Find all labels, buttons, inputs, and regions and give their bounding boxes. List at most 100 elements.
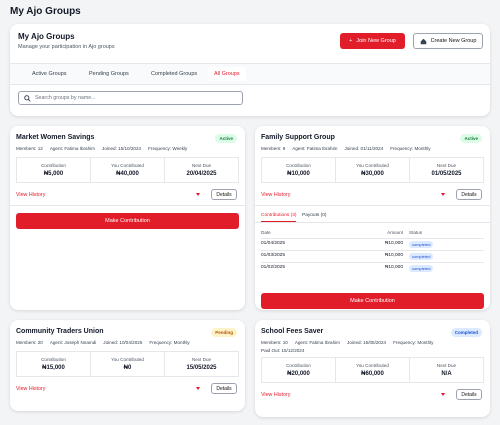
history-tab[interactable]: Contributions (3): [261, 213, 297, 222]
status-badge: Active: [460, 134, 482, 143]
group-card: Community Traders Union Pending Members: 2…: [10, 320, 245, 411]
make-contribution-button[interactable]: Make Contribution: [261, 293, 484, 309]
group-meta: Members: 10 Agent: Fatima Ibrahim Joined: …: [261, 340, 466, 353]
view-history-link[interactable]: View History: [16, 192, 46, 198]
stat: Next Due 15/05/2025: [165, 352, 238, 376]
stat-label: Contribution: [41, 357, 66, 362]
status-badge: Completed: [450, 328, 482, 337]
meta-item: Joined: 10/04/2025: [103, 340, 143, 345]
details-button[interactable]: Details: [456, 189, 482, 200]
stat: Contribution ₦10,000: [262, 158, 336, 182]
stat-value: ₦5,000: [43, 171, 64, 177]
stat-label: Next Due: [436, 163, 457, 168]
stat: You Contributed ₦60,000: [336, 358, 410, 382]
table-cell: ₦10,000: [384, 241, 403, 246]
table-cell: ₦10,000: [384, 265, 403, 270]
stat: Next Due N/A: [410, 358, 483, 382]
divider: [255, 205, 490, 206]
stat-label: You Contributed: [356, 363, 389, 368]
stat-value: N/A: [441, 371, 452, 377]
stat-label: You Contributed: [111, 357, 144, 362]
details-button[interactable]: Details: [211, 189, 237, 200]
filter-tab[interactable]: Completed Groups: [151, 71, 198, 77]
stat-label: Next Due: [436, 363, 457, 368]
make-contribution-button[interactable]: Make Contribution: [16, 213, 239, 229]
stats-box: Contribution ₦10,000 You Contributed ₦30,00…: [261, 157, 484, 183]
group-card: School Fees Saver Completed Members: 10 Age…: [255, 320, 490, 417]
stat-value: ₦60,000: [361, 371, 384, 377]
stat-label: Contribution: [286, 163, 311, 168]
plus-icon: +: [349, 38, 353, 44]
stat: You Contributed ₦0: [91, 352, 165, 376]
status-badge: Active: [215, 134, 237, 143]
filter-tab[interactable]: Pending Groups: [89, 71, 129, 77]
group-name: School Fees Saver: [261, 328, 324, 335]
filter-tab[interactable]: All Groups: [208, 67, 246, 81]
group-card: Family Support Group Active Members: 8 Agen…: [255, 126, 490, 310]
view-history-link[interactable]: View History: [16, 386, 46, 392]
join-button[interactable]: + Join New Group: [340, 33, 405, 49]
header-title: My Ajo Groups: [18, 32, 75, 41]
table-header: Date: [261, 230, 271, 235]
stat: Contribution ₦5,000: [17, 158, 91, 182]
meta-item: Frequency: Monthly: [393, 340, 434, 345]
search-placeholder: Search groups by name...: [35, 95, 96, 101]
home-icon: [420, 38, 426, 44]
header-card: My Ajo Groups Manage your participation …: [10, 24, 490, 116]
status-badge: Pending: [211, 328, 237, 337]
details-button[interactable]: Details: [211, 383, 237, 394]
meta-item: Members: 20: [16, 340, 43, 345]
create-button[interactable]: Create New Group: [413, 33, 483, 49]
table-header: Amount: [387, 230, 403, 235]
stat-value: ₦40,000: [116, 171, 139, 177]
stat: Contribution ₦20,000: [262, 358, 336, 382]
filter-tab[interactable]: Active Groups: [32, 71, 67, 77]
details-button[interactable]: Details: [456, 389, 482, 400]
group-card: Market Women Savings Active Members: 12 Age…: [10, 126, 245, 310]
meta-item: Frequency: Monthly: [390, 146, 431, 151]
stats-box: Contribution ₦5,000 You Contributed ₦40,000…: [16, 157, 239, 183]
row-divider: [261, 250, 484, 251]
meta-item: Paid Out: 15/12/2024: [261, 348, 305, 353]
create-label: Create New Group: [430, 38, 477, 44]
stat: Contribution ₦15,000: [17, 352, 91, 376]
stat: You Contributed ₦40,000: [91, 158, 165, 182]
stat: You Contributed ₦30,000: [336, 158, 410, 182]
search-icon: [24, 94, 31, 102]
status-pill: completed: [409, 241, 434, 248]
status-pill: completed: [409, 253, 434, 260]
meta-item: Agent: Fatima Ibrahim: [292, 146, 338, 151]
group-meta: Members: 12 Agent: Fatima Ibrahim Joined: …: [16, 146, 221, 151]
stat-value: 01/05/2025: [431, 171, 462, 177]
divider: [10, 205, 245, 206]
stat-label: Contribution: [41, 163, 66, 168]
meta-item: Agent: Joseph Nnamdi: [49, 340, 97, 345]
stat-value: 20/04/2025: [186, 171, 217, 177]
stat-value: 15/05/2025: [186, 365, 217, 371]
caret-icon: [441, 393, 445, 396]
stat-value: ₦0: [123, 365, 132, 371]
view-history-link[interactable]: View History: [261, 192, 291, 198]
row-divider: [261, 262, 484, 263]
view-history-link[interactable]: View History: [261, 392, 291, 398]
stat-label: You Contributed: [111, 163, 144, 168]
group-name: Community Traders Union: [16, 328, 104, 335]
table-cell: ₦10,000: [384, 253, 403, 258]
stat-label: Next Due: [191, 163, 212, 168]
divider: [255, 222, 490, 223]
stat-label: You Contributed: [356, 163, 389, 168]
stat-value: ₦15,000: [42, 365, 65, 371]
meta-item: Joined: 15/10/2024: [102, 146, 142, 151]
group-name: Family Support Group: [261, 134, 335, 141]
group-meta: Members: 20 Agent: Joseph Nnamdi Joined: 1…: [16, 340, 221, 345]
stat-label: Next Due: [191, 357, 212, 362]
meta-item: Members: 12: [16, 146, 43, 151]
history-tab[interactable]: Payouts (0): [302, 213, 327, 218]
stat-value: ₦20,000: [287, 371, 310, 377]
status-pill: completed: [409, 265, 434, 272]
meta-item: Joined: 01/11/2024: [344, 146, 384, 151]
stat-label: Contribution: [286, 363, 311, 368]
table-cell: 01/02/2025: [261, 265, 286, 270]
search-input[interactable]: Search groups by name...: [18, 91, 243, 105]
